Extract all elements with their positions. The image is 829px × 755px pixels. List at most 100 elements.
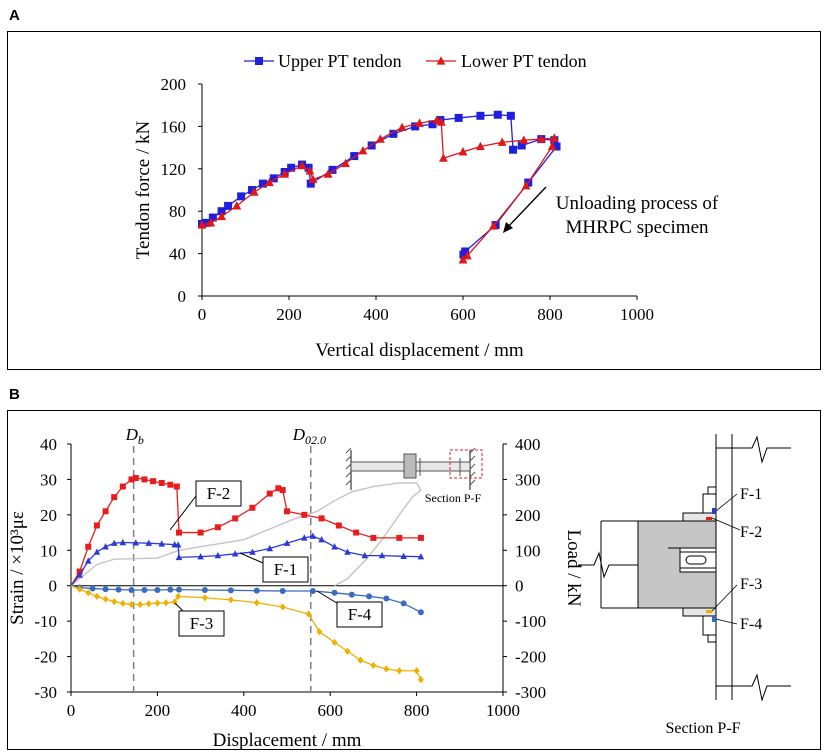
data-point (309, 588, 316, 595)
data-point (415, 118, 424, 127)
annotation-arrow-shaft (505, 186, 547, 230)
data-point (454, 113, 463, 122)
data-point (459, 250, 468, 259)
callout-f-4: F-4 (316, 590, 383, 628)
data-point (375, 134, 385, 143)
inset-hatch (345, 447, 352, 454)
data-point (214, 552, 222, 559)
data-point (176, 529, 182, 536)
y-right-axis-title: Load / kN (563, 529, 584, 606)
legend-label: Lower PT tendon (461, 51, 587, 71)
data-point (76, 585, 83, 593)
data-point (237, 192, 246, 201)
data-point (476, 141, 485, 151)
data-point (224, 201, 233, 210)
inset-column (403, 453, 417, 479)
data-point (111, 494, 118, 501)
callout-box (336, 601, 383, 628)
y-left-tick-label: -20 (34, 648, 57, 667)
data-point (128, 600, 135, 609)
data-point (304, 163, 313, 172)
y-right-tick-label: -100 (515, 612, 546, 631)
callout-label: F-3 (190, 614, 214, 633)
inset-hatch (469, 471, 476, 478)
data-point (284, 508, 290, 515)
y-left-tick-label: 20 (40, 506, 57, 525)
data-point (396, 667, 403, 675)
y-left-tick-label: 10 (40, 541, 57, 560)
data-point (249, 504, 256, 511)
data-point (145, 600, 152, 608)
section-label-f-4: F-4 (740, 616, 762, 633)
section-drawing: F-1 F-2 F-3 F-4 Section P-F (578, 434, 791, 737)
data-point (269, 174, 278, 183)
data-point (305, 610, 312, 618)
data-point (519, 135, 529, 144)
y-left-tick-label: -10 (34, 612, 57, 631)
gauge-f2 (706, 517, 712, 520)
data-point (400, 600, 407, 607)
x-tick-label: 200 (145, 701, 171, 720)
data-point (383, 665, 390, 673)
inset-schematic: Section P-F (345, 447, 483, 505)
series-f-3 (70, 585, 424, 684)
data-point (232, 201, 242, 210)
data-point (411, 122, 420, 131)
y-right-tick-label: 200 (515, 506, 541, 525)
data-point (378, 552, 386, 559)
data-point (389, 129, 398, 138)
callout-f-1: F-1 (239, 552, 309, 583)
data-point (201, 586, 208, 593)
data-point (301, 511, 308, 518)
data-point (357, 656, 364, 664)
callout-box (178, 610, 225, 637)
data-point (458, 147, 468, 156)
data-point (348, 591, 355, 598)
data-point (93, 548, 101, 555)
gauge-f1 (712, 508, 716, 514)
data-point (202, 218, 211, 227)
callout-label: F-4 (348, 605, 372, 624)
data-point (366, 593, 373, 600)
data-point (227, 596, 234, 604)
vline-label: D02.0 (292, 425, 326, 447)
data-point (462, 250, 472, 260)
y-left-axis-title: Strain / ×10³με (7, 511, 28, 625)
data-point (132, 539, 140, 546)
data-point (328, 165, 337, 174)
load-curve (70, 482, 422, 587)
data-point (489, 221, 498, 230)
gauge-f4 (712, 616, 716, 622)
data-point (331, 589, 338, 596)
data-point (283, 539, 291, 546)
data-point (417, 553, 425, 560)
callout-f-2: F-2 (169, 480, 242, 531)
section-label-f-3: F-3 (740, 576, 762, 593)
panel-b-letter: B (9, 386, 20, 403)
legend-label: Upper PT tendon (278, 51, 402, 71)
x-tick-label: 0 (198, 305, 207, 324)
data-point (266, 544, 274, 552)
x-tick-label: 600 (450, 305, 476, 324)
data-point (217, 207, 226, 216)
y-right-tick-label: 400 (515, 435, 541, 454)
data-point (547, 141, 557, 151)
data-point (309, 532, 317, 539)
slot (685, 555, 707, 565)
data-point (93, 592, 100, 600)
data-point (154, 599, 161, 607)
data-point (428, 120, 437, 129)
data-point (253, 599, 260, 607)
y-right-tick-label: 100 (515, 541, 541, 560)
data-point (305, 166, 315, 175)
data-point (206, 218, 216, 227)
x-axis-title: Displacement / mm (213, 730, 362, 751)
data-point (497, 137, 507, 146)
data-point (85, 543, 92, 550)
data-point (300, 534, 308, 541)
data-point (102, 543, 109, 550)
data-point (536, 134, 546, 143)
data-point (89, 585, 96, 592)
data-point (217, 211, 226, 221)
